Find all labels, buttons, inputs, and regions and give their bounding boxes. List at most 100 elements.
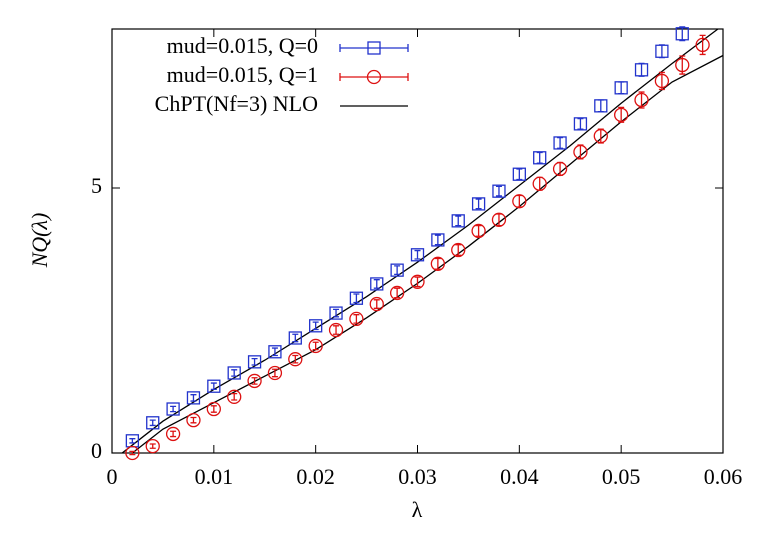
error-bar bbox=[434, 257, 441, 270]
data-point bbox=[655, 44, 669, 58]
data-point bbox=[634, 92, 649, 108]
x-tick-label: 0.02 bbox=[296, 464, 335, 489]
data-point bbox=[430, 256, 446, 271]
data-point bbox=[206, 401, 221, 417]
data-point bbox=[349, 291, 364, 305]
data-point bbox=[410, 274, 425, 289]
error-bar bbox=[129, 438, 136, 444]
error-bar bbox=[333, 325, 340, 335]
data-point bbox=[451, 214, 465, 228]
error-bar bbox=[373, 299, 380, 309]
error-bar bbox=[679, 26, 686, 42]
x-tick-label: 0.01 bbox=[195, 464, 234, 489]
data-point bbox=[471, 223, 486, 239]
x-tick-label: 0 bbox=[107, 464, 118, 489]
x-tick-label: 0.03 bbox=[398, 464, 437, 489]
data-point bbox=[533, 151, 547, 165]
error-bar bbox=[231, 369, 238, 377]
data-point bbox=[675, 27, 689, 41]
error-bar bbox=[577, 117, 584, 130]
data-point bbox=[512, 167, 526, 181]
x-tick-label: 0.06 bbox=[704, 464, 743, 489]
error-bar bbox=[434, 234, 441, 246]
error-bar bbox=[333, 308, 340, 318]
legend-sample bbox=[339, 73, 409, 81]
error-bar bbox=[149, 443, 156, 449]
data-point bbox=[267, 365, 283, 381]
data-point bbox=[165, 426, 181, 442]
legend-label: ChPT(Nf=3) NLO bbox=[155, 91, 318, 116]
legend-marker bbox=[367, 41, 381, 55]
legend-label: mud=0.015, Q=1 bbox=[167, 62, 318, 87]
data-point bbox=[695, 37, 710, 53]
data-point bbox=[532, 176, 547, 191]
error-bar bbox=[658, 44, 665, 59]
data-point bbox=[675, 57, 690, 73]
error-bar bbox=[292, 333, 299, 343]
legend-marker bbox=[366, 69, 382, 85]
error-bar bbox=[455, 244, 462, 256]
data-point bbox=[471, 197, 486, 211]
error-bar bbox=[210, 382, 217, 391]
data-point bbox=[288, 352, 303, 367]
y-tick-label: 5 bbox=[91, 173, 102, 198]
error-bar bbox=[475, 198, 482, 210]
data-point bbox=[594, 99, 608, 113]
error-bar bbox=[557, 137, 564, 149]
error-bar bbox=[597, 99, 604, 113]
data-point bbox=[328, 322, 344, 338]
data-point bbox=[390, 263, 404, 277]
error-bar bbox=[618, 106, 625, 123]
data-point bbox=[268, 345, 282, 359]
data-point bbox=[207, 379, 221, 393]
error-bar bbox=[394, 265, 401, 276]
error-bar bbox=[353, 314, 360, 324]
data-point bbox=[308, 338, 323, 354]
error-bar bbox=[638, 91, 645, 109]
y-tick-label: 0 bbox=[91, 438, 102, 463]
data-point bbox=[370, 277, 384, 291]
error-bar bbox=[210, 405, 217, 413]
x-axis-label: λ bbox=[412, 497, 423, 522]
data-point bbox=[146, 416, 160, 430]
data-point bbox=[573, 144, 588, 160]
data-point bbox=[186, 412, 201, 428]
error-bar bbox=[312, 341, 319, 351]
error-bar bbox=[618, 81, 625, 95]
data-point bbox=[247, 373, 262, 389]
legend-sample bbox=[339, 44, 409, 52]
data-point bbox=[552, 161, 568, 177]
data-point bbox=[451, 242, 466, 258]
error-bar bbox=[373, 279, 380, 289]
data-point bbox=[125, 445, 140, 461]
error-bar bbox=[170, 405, 177, 413]
error-bar bbox=[251, 358, 258, 366]
error-bar bbox=[414, 249, 421, 260]
y-axis-label: NQ(λ) bbox=[27, 213, 52, 269]
x-tick-label: 0.05 bbox=[602, 464, 641, 489]
error-bar bbox=[292, 354, 299, 364]
data-point bbox=[369, 296, 384, 312]
data-point bbox=[389, 285, 405, 301]
error-bar bbox=[414, 276, 421, 288]
error-bar bbox=[658, 71, 665, 91]
data-point bbox=[491, 212, 507, 227]
data-point bbox=[614, 107, 629, 123]
data-point bbox=[492, 184, 506, 198]
error-bar bbox=[190, 416, 197, 424]
error-bar bbox=[312, 321, 319, 331]
data-point bbox=[186, 391, 201, 405]
data-point bbox=[573, 117, 588, 131]
error-bar bbox=[638, 62, 645, 77]
error-bar bbox=[271, 347, 278, 357]
error-bar bbox=[170, 430, 177, 438]
data-point bbox=[512, 194, 527, 209]
data-point bbox=[166, 402, 180, 416]
data-point bbox=[431, 233, 445, 247]
data-point bbox=[553, 136, 567, 150]
data-point bbox=[309, 319, 323, 333]
data-point bbox=[634, 63, 649, 77]
error-bar bbox=[557, 161, 564, 176]
data-point bbox=[654, 73, 670, 89]
